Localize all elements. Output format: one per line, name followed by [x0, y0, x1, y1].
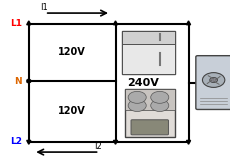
Bar [125, 89, 175, 137]
Bar [122, 31, 175, 44]
Polygon shape [186, 140, 191, 144]
Text: L2: L2 [10, 137, 22, 146]
Text: 120V: 120V [58, 47, 86, 57]
Text: 240V: 240V [127, 78, 159, 88]
Bar [122, 31, 175, 73]
Bar [125, 89, 175, 110]
Polygon shape [113, 21, 118, 25]
Polygon shape [27, 78, 31, 82]
Circle shape [151, 91, 169, 103]
Polygon shape [27, 140, 31, 144]
Polygon shape [186, 21, 191, 25]
Polygon shape [27, 21, 31, 25]
Circle shape [210, 77, 218, 83]
Circle shape [128, 100, 146, 112]
Text: N: N [14, 77, 22, 86]
Circle shape [128, 91, 146, 103]
FancyBboxPatch shape [131, 120, 168, 135]
Text: I2: I2 [94, 142, 102, 151]
Text: L1: L1 [10, 19, 22, 28]
Bar [122, 44, 175, 73]
Text: 120V: 120V [58, 106, 86, 116]
Polygon shape [113, 140, 118, 144]
FancyBboxPatch shape [196, 56, 231, 109]
Text: I1: I1 [40, 3, 48, 12]
Circle shape [151, 100, 169, 112]
Polygon shape [27, 80, 31, 84]
Circle shape [202, 73, 225, 87]
